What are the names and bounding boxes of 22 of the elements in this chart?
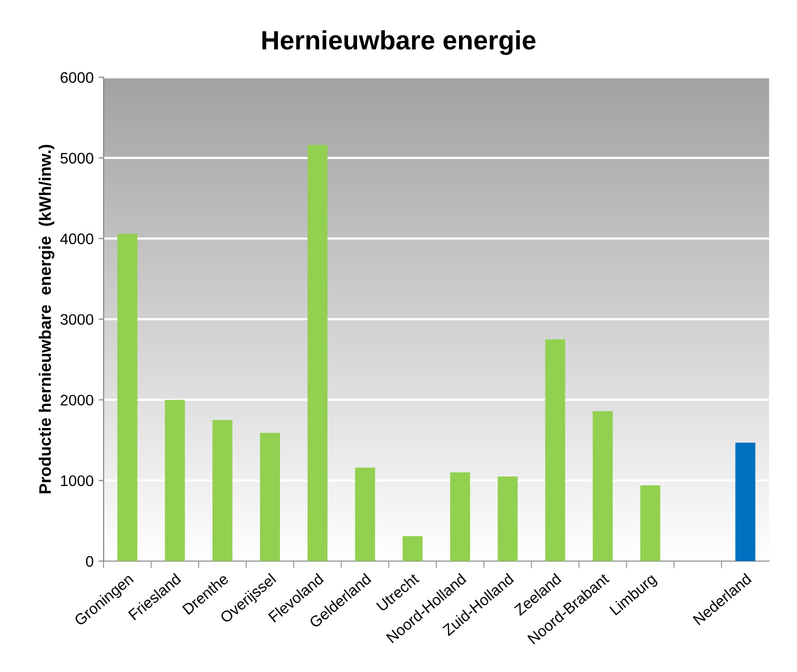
bar	[640, 485, 660, 562]
y-tick-label: 0	[86, 556, 94, 567]
bar	[735, 442, 756, 562]
y-tick-label: 4000	[60, 233, 94, 244]
y-tick-label: 1000	[61, 475, 94, 486]
bar	[212, 420, 232, 562]
y-axis-title: Productie hernieuwbare energie (kWh/inw.)	[38, 144, 54, 494]
bar	[450, 472, 470, 562]
bar	[402, 536, 423, 562]
bar	[117, 234, 138, 562]
bar	[545, 339, 566, 562]
y-tick-label: 5000	[60, 152, 94, 164]
bar	[498, 476, 518, 562]
y-tick-label: 3000	[60, 314, 94, 325]
chart-title: Hernieuwbare energie	[262, 30, 536, 55]
bar	[355, 468, 376, 562]
y-tick-label: 2000	[60, 394, 94, 406]
bar	[592, 411, 613, 562]
bar	[164, 400, 185, 562]
bar	[308, 145, 328, 562]
y-tick-label: 6000	[60, 72, 94, 83]
bar	[260, 432, 280, 562]
